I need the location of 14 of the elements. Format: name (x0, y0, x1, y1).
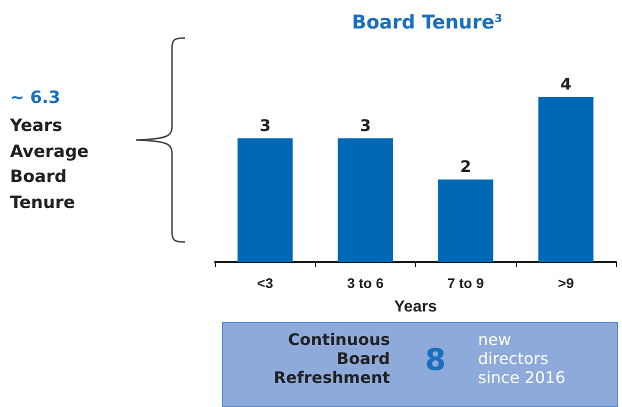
text: ~ 6.3 (10, 88, 60, 108)
data-label: 2 (460, 157, 472, 176)
x-tick-label: 7 to 9 (447, 275, 484, 291)
data-label: 3 (260, 116, 271, 135)
x-axis-title: Years (394, 298, 437, 316)
text: Continuous Board Refreshment (274, 330, 390, 388)
text: 8 (425, 343, 446, 379)
text: Years Average Board Tenure (10, 115, 89, 214)
x-tick-label: <3 (257, 275, 274, 291)
x-tick-label: >9 (558, 275, 574, 291)
data-label: 4 (560, 74, 572, 94)
data-label: 3 (360, 116, 371, 135)
text: new directors since 2016 (478, 330, 566, 388)
x-tick-label: 3 to 6 (347, 275, 384, 291)
